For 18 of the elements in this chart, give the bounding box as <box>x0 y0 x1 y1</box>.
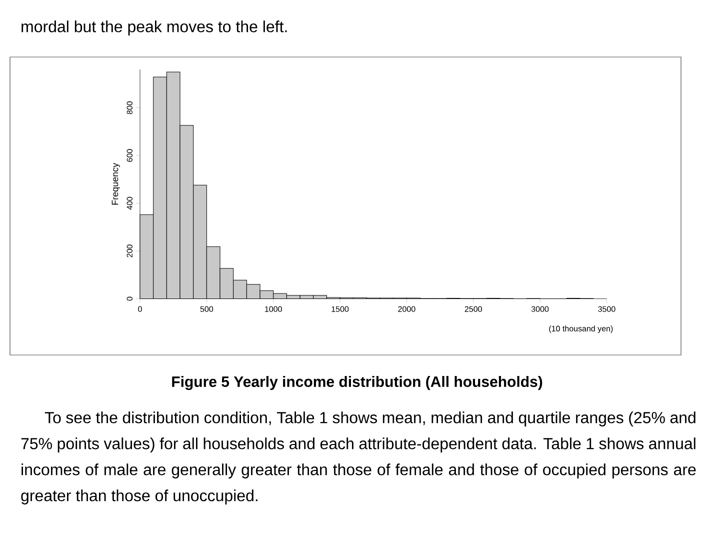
y-tick-label: 400 <box>126 196 132 210</box>
x-tick-label: 3500 <box>598 306 616 312</box>
text: mordal but the peak moves to the left. <box>22 20 287 36</box>
x-tick-label: 1000 <box>265 306 282 312</box>
x-tick-label: 0 <box>138 306 142 312</box>
x-tick-label: 1500 <box>332 306 349 312</box>
text: To see the distribution condition, Table 1 shows mean, median and quartile ranges (25% and 75% points values) for all households and each attribute-dependent data. Table 1 shows annual incomes of male are generally greater than those of female and those of occupied persons are greater than those of unoccupied. <box>21 412 696 504</box>
y-tick-label: 200 <box>126 244 132 258</box>
text: Figure 5 Yearly income distribution (All households) <box>172 376 542 390</box>
x-axis-title: (10 thousand yen) <box>549 326 613 333</box>
x-tick-label: 2000 <box>398 306 416 312</box>
y-axis-title: Frequency <box>112 162 120 205</box>
y-tick-label: 0 <box>126 296 132 301</box>
y-tick-label: 600 <box>126 149 132 162</box>
x-tick-label: 3000 <box>531 306 549 312</box>
x-tick-label: 500 <box>200 306 214 312</box>
x-tick-label: 2500 <box>464 306 482 312</box>
y-tick-label: 800 <box>126 101 132 114</box>
